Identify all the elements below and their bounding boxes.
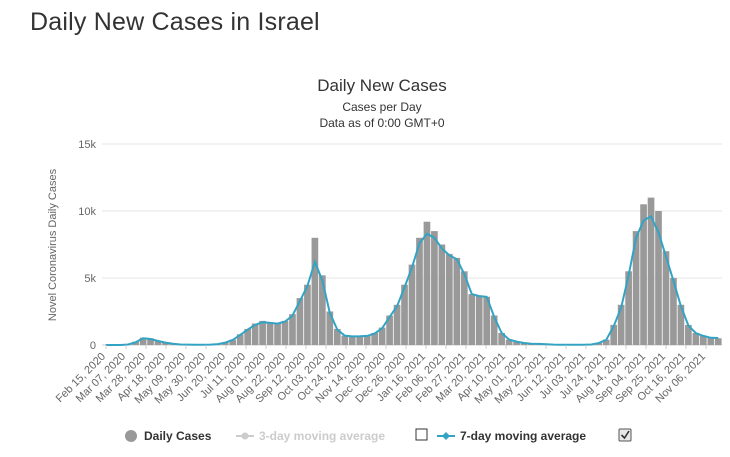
bar[interactable] <box>483 296 491 345</box>
bar[interactable] <box>236 334 244 345</box>
bar[interactable] <box>468 294 476 345</box>
bar[interactable] <box>446 253 453 345</box>
bar[interactable] <box>304 284 311 345</box>
bar[interactable] <box>401 284 408 345</box>
legend-daily-cases-label[interactable]: Daily Cases <box>144 429 212 443</box>
bar[interactable] <box>363 335 371 345</box>
legend-7day-marker <box>442 432 450 440</box>
legend-3day-marker <box>241 432 249 440</box>
bar[interactable] <box>393 304 401 345</box>
bar[interactable] <box>490 315 498 345</box>
bar[interactable] <box>692 332 700 345</box>
bar[interactable] <box>699 335 707 345</box>
chart-subtitle-line-1: Cases per Day <box>342 100 421 114</box>
y-tick-label: 10k <box>78 206 96 218</box>
line-series[interactable] <box>105 215 719 346</box>
bar[interactable] <box>266 322 274 345</box>
bar[interactable] <box>431 231 438 345</box>
y-axis-ticks: 0 5k 10k 15k <box>78 139 96 352</box>
bar[interactable] <box>147 338 154 345</box>
bar[interactable] <box>154 340 162 345</box>
bar[interactable] <box>453 257 461 345</box>
bar[interactable] <box>714 338 722 345</box>
bar[interactable] <box>378 327 386 345</box>
y-tick-label: 5k <box>84 273 96 285</box>
bar[interactable] <box>333 328 341 345</box>
bar[interactable] <box>423 221 431 345</box>
bar[interactable] <box>438 244 446 346</box>
bar[interactable] <box>274 323 281 345</box>
bar[interactable] <box>251 323 259 345</box>
bar[interactable] <box>229 339 237 345</box>
bar[interactable] <box>670 278 677 345</box>
chart-title: Daily New Cases <box>317 76 446 95</box>
legend-7day-checkbox[interactable] <box>618 428 632 442</box>
bar[interactable] <box>707 337 715 345</box>
bar-series[interactable] <box>124 197 722 346</box>
y-axis-title: Novel Coronavirus Daily Cases <box>47 168 59 321</box>
legend[interactable]: Daily Cases 3-day moving average 7-day mov… <box>125 428 632 443</box>
legend-7day-label[interactable]: 7-day moving average <box>460 429 586 443</box>
bar[interactable] <box>139 337 147 345</box>
legend-3day-checkbox[interactable] <box>415 428 428 441</box>
bar[interactable] <box>408 264 416 345</box>
bar[interactable] <box>662 251 670 345</box>
bar[interactable] <box>677 304 685 345</box>
bar[interactable] <box>655 211 662 345</box>
bar[interactable] <box>386 315 393 345</box>
bar[interactable] <box>625 271 632 345</box>
chart-subtitle-line-2: Data as of 0:00 GMT+0 <box>319 116 444 130</box>
bar[interactable] <box>498 332 505 345</box>
bar[interactable] <box>356 336 364 345</box>
bar[interactable] <box>602 339 610 345</box>
bar[interactable] <box>647 197 655 345</box>
y-tick-label: 15k <box>78 139 96 151</box>
legend-daily-cases-marker <box>125 430 137 442</box>
bar[interactable] <box>319 275 326 345</box>
bar[interactable] <box>685 324 692 345</box>
bar[interactable] <box>259 320 266 345</box>
bar[interactable] <box>371 332 378 345</box>
bar[interactable] <box>640 204 647 345</box>
bar[interactable] <box>289 314 296 345</box>
bar[interactable] <box>460 271 468 345</box>
bar[interactable] <box>311 237 319 345</box>
page-title: Daily New Cases in Israel <box>30 8 320 36</box>
bar[interactable] <box>416 237 423 345</box>
bar[interactable] <box>244 328 251 345</box>
bar[interactable] <box>281 320 289 345</box>
bar[interactable] <box>341 335 349 345</box>
bar[interactable] <box>617 304 625 345</box>
bar[interactable] <box>632 231 640 345</box>
bar[interactable] <box>296 298 304 345</box>
bar[interactable] <box>326 311 334 346</box>
bar[interactable] <box>475 295 483 345</box>
y-tick-label: 0 <box>90 340 96 352</box>
seven-day-average-line[interactable] <box>105 215 719 346</box>
bar[interactable] <box>513 341 520 345</box>
bar[interactable] <box>221 342 229 345</box>
bar[interactable] <box>610 324 618 345</box>
bar[interactable] <box>162 342 169 345</box>
checkmark-icon <box>620 430 630 440</box>
bar[interactable] <box>348 336 356 345</box>
legend-3day-label[interactable]: 3-day moving average <box>259 429 385 443</box>
bar[interactable] <box>505 339 513 345</box>
